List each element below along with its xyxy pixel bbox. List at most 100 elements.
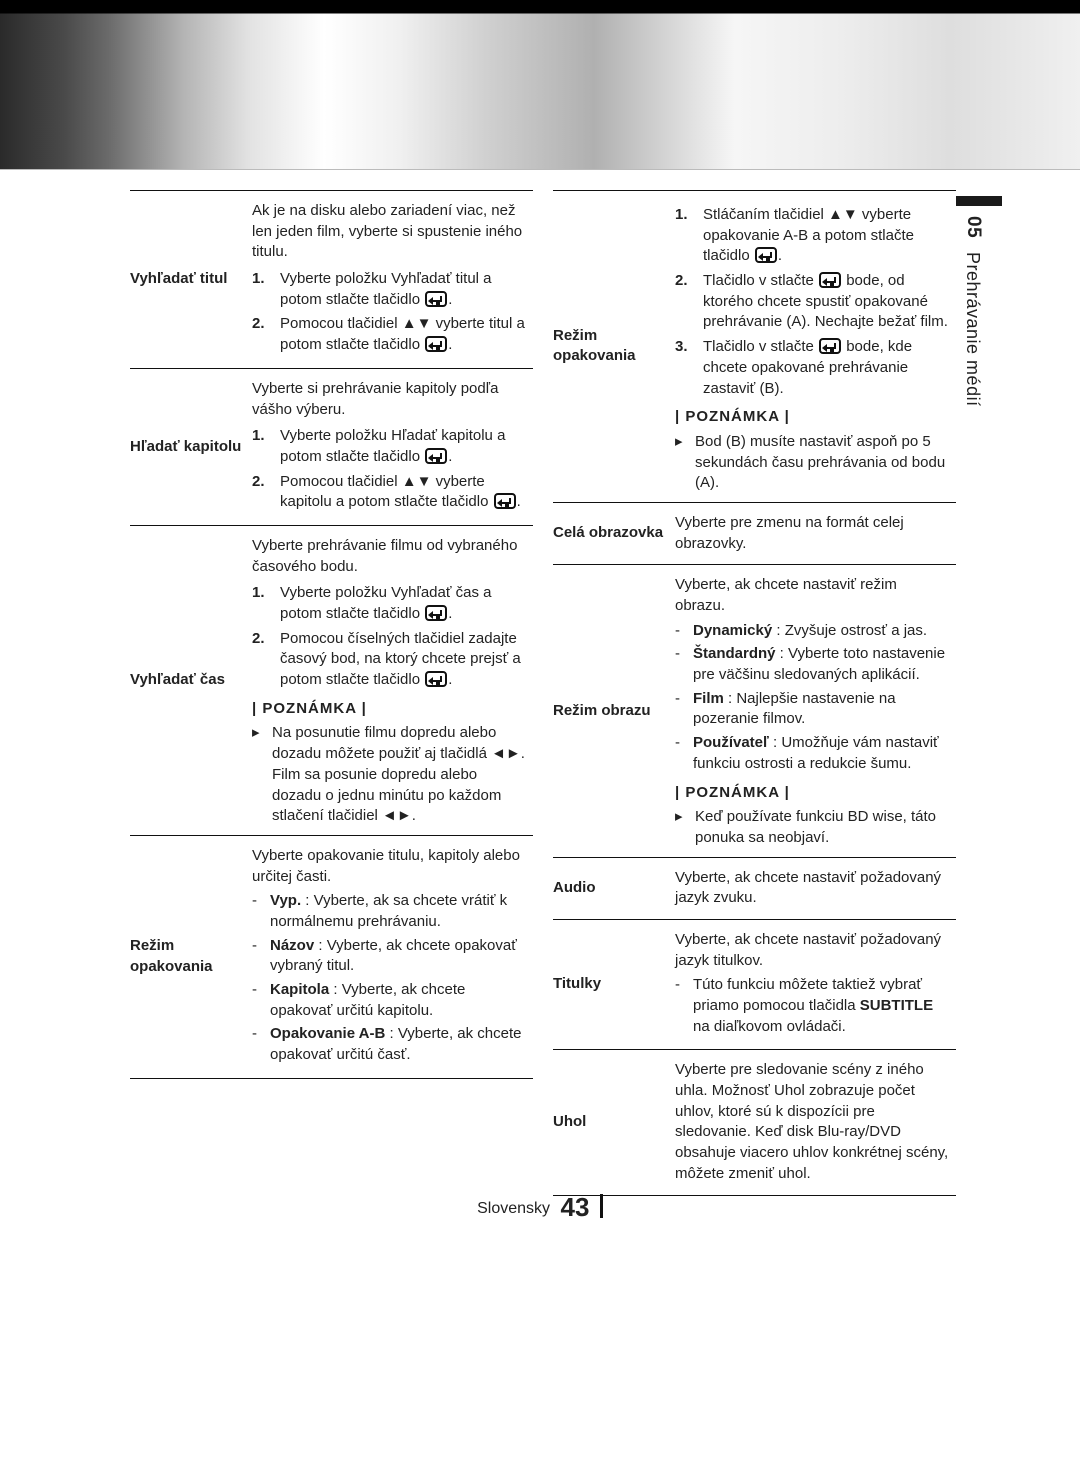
page: 05 Prehrávanie médií Vyhľadať titulAk je… xyxy=(0,0,1080,1477)
step-number: 2. xyxy=(252,629,270,691)
definition-desc: Vyberte, ak chcete nastaviť požadovaný j… xyxy=(671,919,956,1049)
step-text: Vyberte položku Vyhľadať čas a potom stl… xyxy=(280,583,527,624)
footer-lang: Slovensky xyxy=(477,1200,550,1217)
bullet-item: Dynamický : Zvyšuje ostrosť a jas. xyxy=(675,621,950,642)
intro-text: Vyberte, ak chcete nastaviť požadovaný j… xyxy=(675,868,950,909)
step-item: 1.Vyberte položku Hľadať kapitolu a poto… xyxy=(252,426,527,467)
enter-icon xyxy=(494,493,516,509)
bullet-item: Film : Najlepšie nastavenie na pozeranie… xyxy=(675,689,950,730)
step-number: 1. xyxy=(252,426,270,467)
step-number: 2. xyxy=(252,314,270,355)
definition-row: Vyhľadať časVyberte prehrávanie filmu od… xyxy=(130,525,533,835)
step-text: Vyberte položku Hľadať kapitolu a potom … xyxy=(280,426,527,467)
bullet-item: Názov : Vyberte, ak chcete opakovať vybr… xyxy=(252,936,527,977)
step-number: 2. xyxy=(252,472,270,513)
definition-label: Vyhľadať čas xyxy=(130,525,248,835)
enter-icon xyxy=(425,336,447,352)
enter-icon xyxy=(819,272,841,288)
enter-icon xyxy=(425,448,447,464)
definition-desc: Vyberte prehrávanie filmu od vybraného č… xyxy=(248,525,533,835)
step-text: Tlačidlo v stlačte bode, kde chcete opak… xyxy=(703,337,950,399)
enter-icon xyxy=(819,338,841,354)
definition-desc: Vyberte pre sledovanie scény z iného uhl… xyxy=(671,1050,956,1195)
bullet-text: Film : Najlepšie nastavenie na pozeranie… xyxy=(693,689,950,730)
step-item: 2.Pomocou tlačidiel ▲▼ vyberte kapitolu … xyxy=(252,472,527,513)
side-tab-bar xyxy=(956,196,1002,206)
definition-label: Vyhľadať titul xyxy=(130,191,248,369)
definition-label: Režim opakovania xyxy=(553,191,671,503)
definition-desc: Vyberte, ak chcete nastaviť režim obrazu… xyxy=(671,565,956,857)
bullet-item: Štandardný : Vyberte toto nastavenie pre… xyxy=(675,644,950,685)
definition-label: Celá obrazovka xyxy=(553,502,671,564)
note-heading: | POZNÁMKA | xyxy=(252,699,527,720)
bullet-item: Vyp. : Vyberte, ak sa chcete vrátiť k no… xyxy=(252,891,527,932)
note-text: Bod (B) musíte nastaviť aspoň po 5 sekun… xyxy=(695,432,950,494)
bullet-text: Štandardný : Vyberte toto nastavenie pre… xyxy=(693,644,950,685)
bullet-item: Používateľ : Umožňuje vám nastaviť funkc… xyxy=(675,733,950,774)
bullet-text: Túto funkciu môžete taktiež vybrať priam… xyxy=(693,975,950,1037)
definition-row: Celá obrazovkaVyberte pre zmenu na formá… xyxy=(553,502,956,564)
note-item: Film sa posunie dopredu alebo dozadu o j… xyxy=(252,765,527,827)
chapter-title: Prehrávanie médií xyxy=(962,252,983,407)
intro-text: Vyberte pre sledovanie scény z iného uhl… xyxy=(675,1060,950,1184)
definition-row: TitulkyVyberte, ak chcete nastaviť požad… xyxy=(553,919,956,1049)
note-text: Na posunutie filmu dopredu alebo dozadu … xyxy=(272,723,527,764)
definition-row: UholVyberte pre sledovanie scény z iného… xyxy=(553,1050,956,1195)
bullet-item: Opakovanie A-B : Vyberte, ak chcete opak… xyxy=(252,1024,527,1065)
intro-text: Vyberte, ak chcete nastaviť požadovaný j… xyxy=(675,930,950,971)
step-item: 1.Stláčaním tlačidiel ▲▼ vyberte opakova… xyxy=(675,205,950,267)
definition-desc: Vyberte opakovanie titulu, kapitoly aleb… xyxy=(248,835,533,1078)
definition-row: Vyhľadať titulAk je na disku alebo zaria… xyxy=(130,191,533,369)
right-column: Režim opakovania1.Stláčaním tlačidiel ▲▼… xyxy=(553,190,956,1196)
enter-icon xyxy=(425,291,447,307)
intro-text: Ak je na disku alebo zariadení viac, než… xyxy=(252,201,527,263)
step-number: 1. xyxy=(675,205,693,267)
intro-text: Vyberte opakovanie titulu, kapitoly aleb… xyxy=(252,846,527,887)
definition-desc: Vyberte, ak chcete nastaviť požadovaný j… xyxy=(671,857,956,919)
bullet-item: Kapitola : Vyberte, ak chcete opakovať u… xyxy=(252,980,527,1021)
note-heading: | POZNÁMKA | xyxy=(675,407,950,428)
bullet-text: Používateľ : Umožňuje vám nastaviť funkc… xyxy=(693,733,950,774)
bullet-item: Túto funkciu môžete taktiež vybrať priam… xyxy=(675,975,950,1037)
header-gradient xyxy=(0,0,1080,170)
note-text: Keď používate funkciu BD wise, táto ponu… xyxy=(695,807,950,848)
intro-text: Vyberte prehrávanie filmu od vybraného č… xyxy=(252,536,527,577)
definition-row: AudioVyberte, ak chcete nastaviť požadov… xyxy=(553,857,956,919)
bullet-list: Vyp. : Vyberte, ak sa chcete vrátiť k no… xyxy=(252,891,527,1066)
intro-text: Vyberte pre zmenu na formát celej obrazo… xyxy=(675,513,950,554)
bullet-list: Dynamický : Zvyšuje ostrosť a jas.Štanda… xyxy=(675,621,950,775)
step-text: Stláčaním tlačidiel ▲▼ vyberte opakovani… xyxy=(703,205,950,267)
enter-icon xyxy=(425,671,447,687)
page-footer: Slovensky 43 xyxy=(0,1192,1080,1223)
step-text: Pomocou číselných tlačidiel zadajte časo… xyxy=(280,629,527,691)
definition-row: Režim opakovaniaVyberte opakovanie titul… xyxy=(130,835,533,1078)
step-text: Tlačidlo v stlačte bode, od ktorého chce… xyxy=(703,271,950,333)
step-text: Pomocou tlačidiel ▲▼ vyberte titul a pot… xyxy=(280,314,527,355)
footer-bar xyxy=(600,1194,603,1218)
step-item: 1.Vyberte položku Vyhľadať titul a potom… xyxy=(252,269,527,310)
note-text: Film sa posunie dopredu alebo dozadu o j… xyxy=(272,765,527,827)
step-item: 3.Tlačidlo v stlačte bode, kde chcete op… xyxy=(675,337,950,399)
step-number: 1. xyxy=(252,269,270,310)
footer-page-number: 43 xyxy=(561,1192,590,1222)
definition-row: Hľadať kapitoluVyberte si prehrávanie ka… xyxy=(130,368,533,525)
definition-label: Režim obrazu xyxy=(553,565,671,857)
definition-desc: Vyberte si prehrávanie kapitoly podľa vá… xyxy=(248,368,533,525)
bullet-text: Vyp. : Vyberte, ak sa chcete vrátiť k no… xyxy=(270,891,527,932)
step-number: 3. xyxy=(675,337,693,399)
note-bullet-icon: ▸ xyxy=(675,807,687,848)
definition-desc: Ak je na disku alebo zariadení viac, než… xyxy=(248,191,533,369)
note-heading: | POZNÁMKA | xyxy=(675,783,950,804)
step-number: 2. xyxy=(675,271,693,333)
left-column: Vyhľadať titulAk je na disku alebo zaria… xyxy=(130,190,533,1196)
steps-list: 1.Vyberte položku Vyhľadať čas a potom s… xyxy=(252,583,527,690)
content-columns: Vyhľadať titulAk je na disku alebo zaria… xyxy=(130,190,956,1196)
enter-icon xyxy=(425,605,447,621)
note-item: ▸Na posunutie filmu dopredu alebo dozadu… xyxy=(252,723,527,764)
step-item: 2.Tlačidlo v stlačte bode, od ktorého ch… xyxy=(675,271,950,333)
definition-desc: 1.Stláčaním tlačidiel ▲▼ vyberte opakova… xyxy=(671,191,956,503)
definition-label: Hľadať kapitolu xyxy=(130,368,248,525)
right-table: Režim opakovania1.Stláčaním tlačidiel ▲▼… xyxy=(553,190,956,1196)
bullet-text: Opakovanie A-B : Vyberte, ak chcete opak… xyxy=(270,1024,527,1065)
definition-desc: Vyberte pre zmenu na formát celej obrazo… xyxy=(671,502,956,564)
